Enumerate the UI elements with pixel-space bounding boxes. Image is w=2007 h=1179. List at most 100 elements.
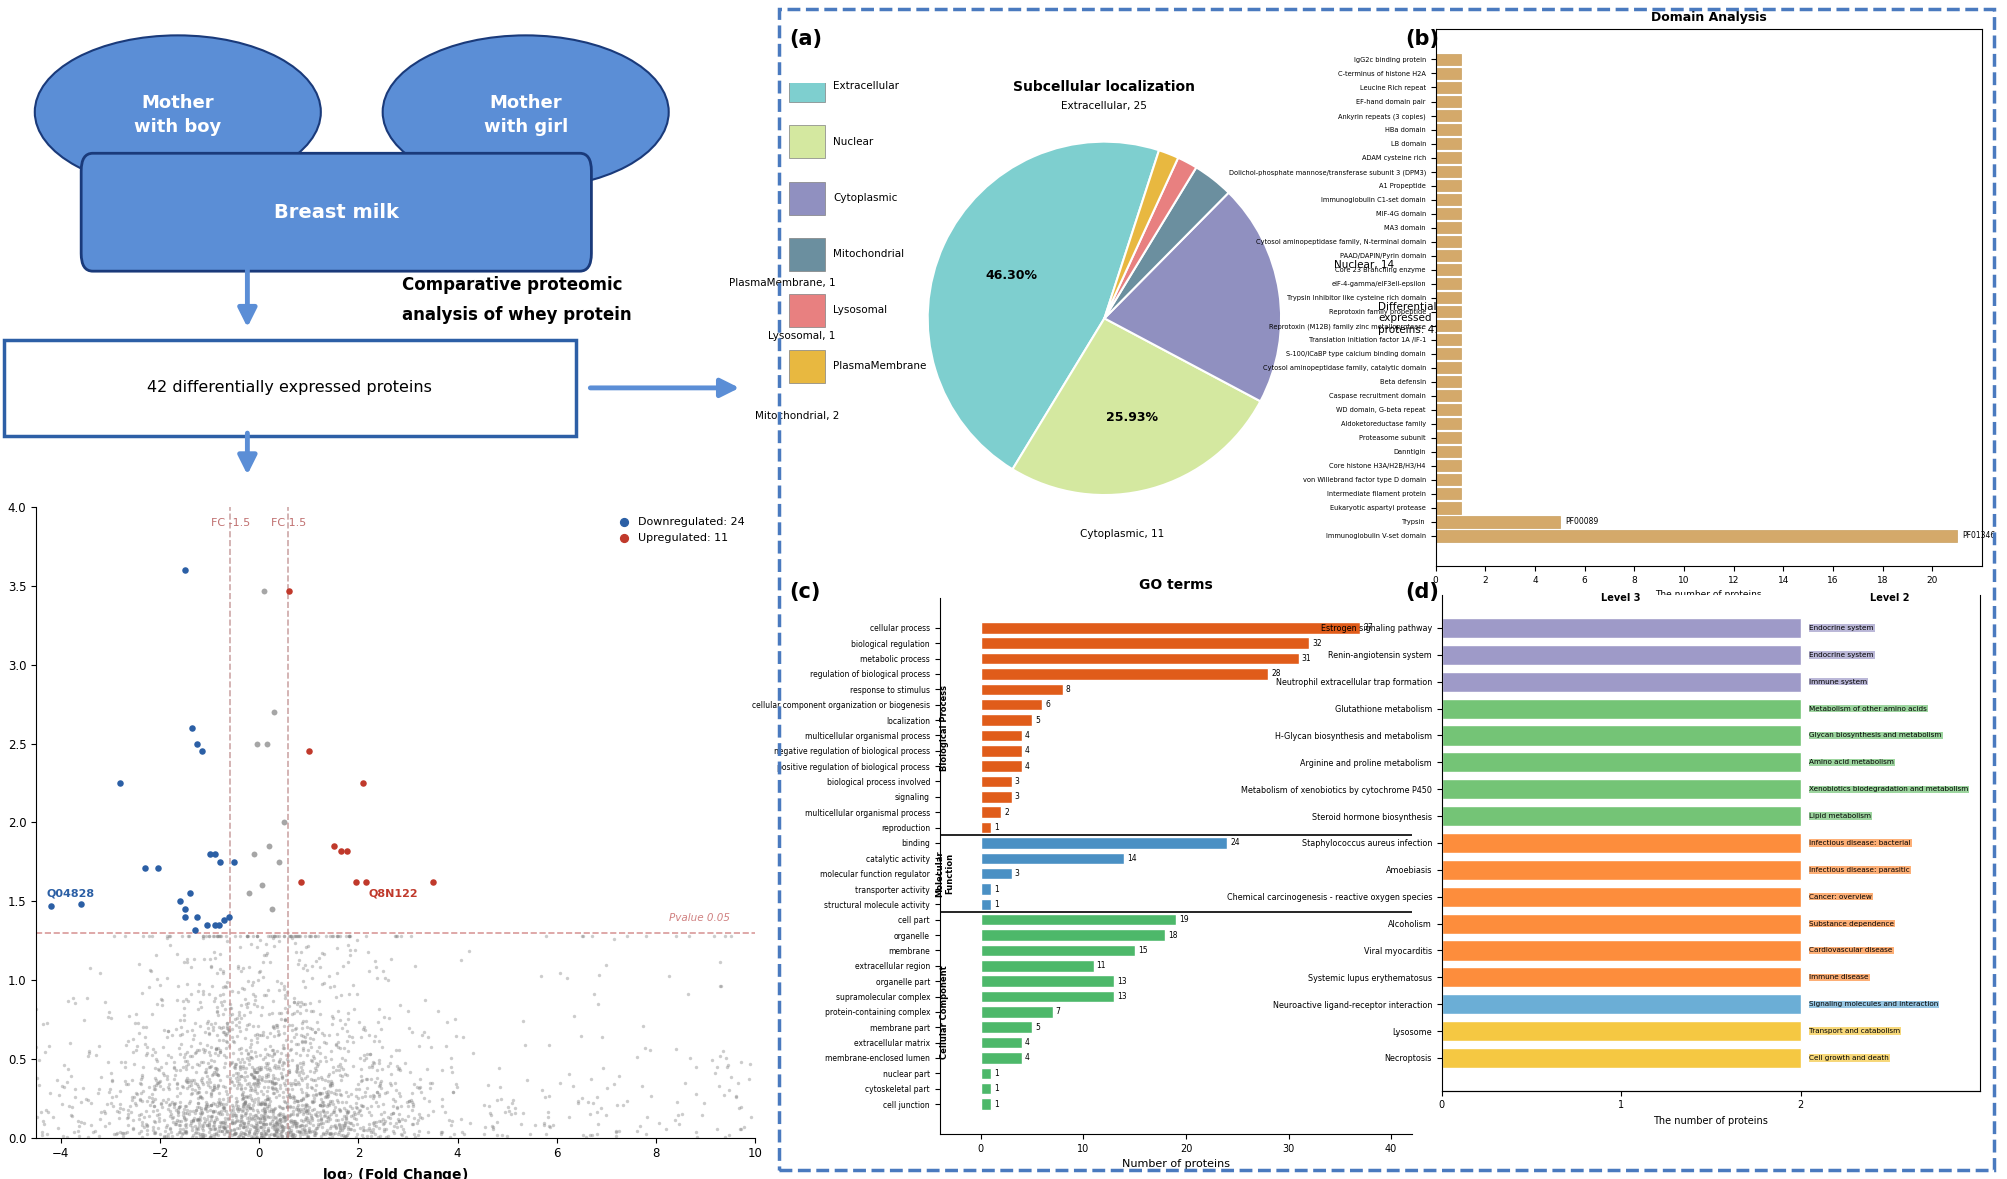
Point (345, 1067, 377, 1086)
Point (335, 1028, 367, 1047)
Point (195, 959, 227, 977)
Point (265, 1117, 297, 1135)
Point (175, 1073, 207, 1092)
Point (213, 1021, 245, 1040)
Point (323, 1121, 355, 1140)
Point (327, 956, 359, 975)
Point (217, 1125, 249, 1144)
Point (476, 1117, 508, 1135)
Point (283, 997, 315, 1016)
Point (54, 1096, 86, 1115)
Point (126, 927, 159, 946)
Point (134, 1085, 167, 1104)
Point (347, 1096, 379, 1115)
Point (357, 1115, 389, 1134)
Point (301, 1055, 333, 1074)
Text: Cytoplasmic, 11: Cytoplasmic, 11 (1080, 529, 1164, 539)
Point (261, 1114, 293, 1133)
Point (223, 1063, 255, 1082)
Point (249, 1099, 281, 1118)
Point (249, 1071, 281, 1089)
Point (201, 1002, 233, 1021)
Point (80, 1046, 112, 1065)
Bar (1441, 887, 1800, 907)
Point (116, 1111, 149, 1129)
Point (237, 976, 269, 995)
Point (229, 1117, 261, 1135)
Point (213, 1036, 245, 1055)
Point (353, 1119, 385, 1138)
Bar (1441, 941, 1800, 961)
Point (211, 1033, 243, 1052)
Point (259, 1120, 291, 1139)
Point (297, 1088, 329, 1107)
Text: Endocrine system: Endocrine system (1808, 625, 1873, 631)
Point (249, 1095, 281, 1114)
Point (293, 1113, 325, 1132)
Point (197, 1117, 229, 1135)
Point (600, 1121, 632, 1140)
Point (175, 1076, 207, 1095)
Point (305, 1108, 337, 1127)
Point (572, 1092, 604, 1111)
Point (171, 1068, 203, 1087)
Point (185, 1098, 217, 1117)
Point (343, 1119, 375, 1138)
Text: PlasmaMembrane: PlasmaMembrane (833, 362, 927, 371)
Point (245, 1105, 277, 1124)
Point (367, 1113, 399, 1132)
Text: Level 3: Level 3 (1600, 593, 1640, 604)
Point (323, 1039, 355, 1058)
Point (203, 1046, 235, 1065)
Point (327, 1060, 359, 1079)
Point (179, 1013, 211, 1032)
Point (277, 1112, 309, 1131)
Point (600, 1096, 632, 1115)
Point (207, 977, 239, 996)
Point (227, 1058, 259, 1076)
Point (277, 1088, 309, 1107)
Point (233, 1107, 265, 1126)
Point (54, 1034, 86, 1053)
Bar (1441, 645, 1800, 665)
Point (371, 1056, 403, 1075)
Point (173, 1076, 205, 1095)
Point (195, 956, 227, 975)
Point (225, 927, 257, 946)
Point (64, 1093, 96, 1112)
Point (305, 1068, 337, 1087)
Point (255, 1099, 287, 1118)
Point (114, 1102, 147, 1121)
Point (223, 1112, 255, 1131)
Point (436, 1112, 468, 1131)
Point (329, 1126, 361, 1145)
Point (323, 1093, 355, 1112)
Point (233, 1080, 265, 1099)
Point (233, 1014, 265, 1033)
Point (211, 1023, 243, 1042)
Point (403, 1122, 436, 1141)
Point (181, 1093, 213, 1112)
Point (171, 950, 203, 969)
Point (379, 1092, 411, 1111)
Point (233, 1094, 265, 1113)
Point (333, 984, 365, 1003)
Point (169, 1056, 201, 1075)
Point (114, 1096, 147, 1115)
Point (199, 992, 231, 1010)
Point (58, 989, 90, 1008)
Text: Glycan biosynthesis and metabolism: Glycan biosynthesis and metabolism (1808, 732, 1941, 738)
Point (165, 1060, 197, 1079)
Point (315, 1124, 347, 1142)
Point (313, 1095, 345, 1114)
Point (329, 1126, 361, 1145)
Point (622, 1117, 654, 1135)
Point (279, 1043, 311, 1062)
Point (305, 1102, 337, 1121)
Point (140, 1052, 173, 1071)
Point (267, 979, 299, 997)
Point (138, 1113, 171, 1132)
Point (391, 1093, 423, 1112)
Point (247, 1108, 279, 1127)
Text: Mitochondrial, 2: Mitochondrial, 2 (755, 410, 839, 421)
